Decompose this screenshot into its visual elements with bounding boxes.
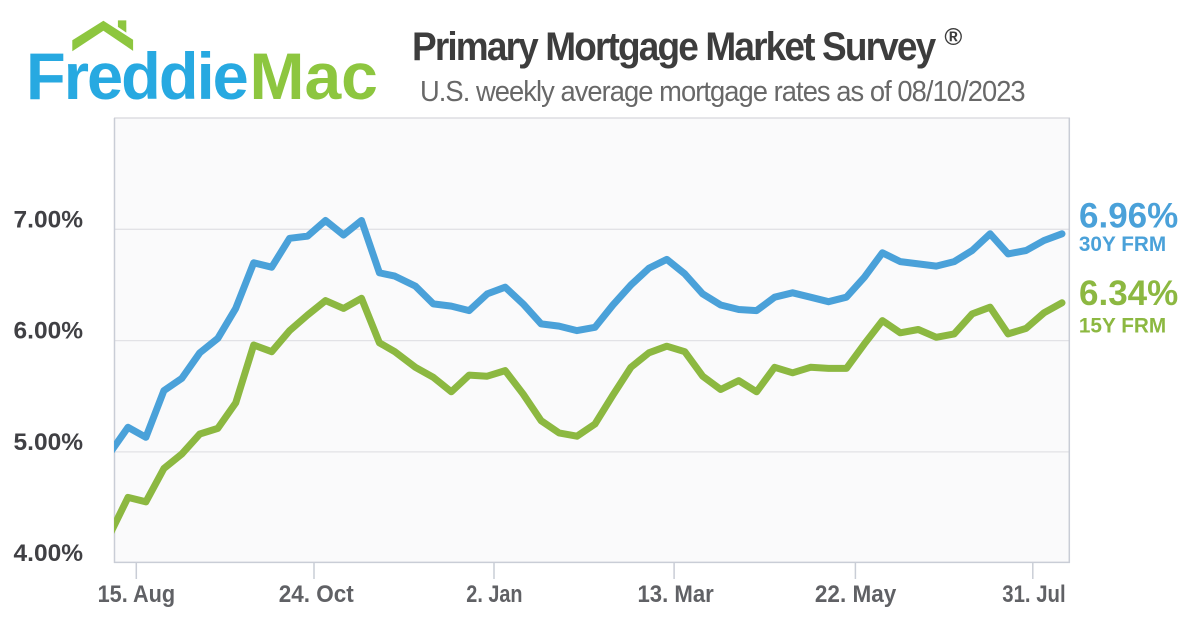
svg-text:5.00%: 5.00% <box>14 429 84 456</box>
svg-text:22. May: 22. May <box>815 581 897 608</box>
svg-text:2. Jan: 2. Jan <box>466 581 522 608</box>
svg-text:15Y FRM: 15Y FRM <box>1079 314 1166 338</box>
svg-text:6.96%: 6.96% <box>1079 196 1178 235</box>
svg-text:4.00%: 4.00% <box>14 540 84 567</box>
svg-text:6.34%: 6.34% <box>1079 274 1178 313</box>
svg-text:31. Jul: 31. Jul <box>1002 581 1065 608</box>
svg-text:15. Aug: 15. Aug <box>98 581 176 608</box>
svg-text:30Y FRM: 30Y FRM <box>1079 232 1166 256</box>
svg-text:24. Oct: 24. Oct <box>279 581 354 608</box>
svg-text:13. Mar: 13. Mar <box>638 581 714 608</box>
svg-text:7.00%: 7.00% <box>14 206 84 233</box>
svg-text:6.00%: 6.00% <box>14 318 84 345</box>
